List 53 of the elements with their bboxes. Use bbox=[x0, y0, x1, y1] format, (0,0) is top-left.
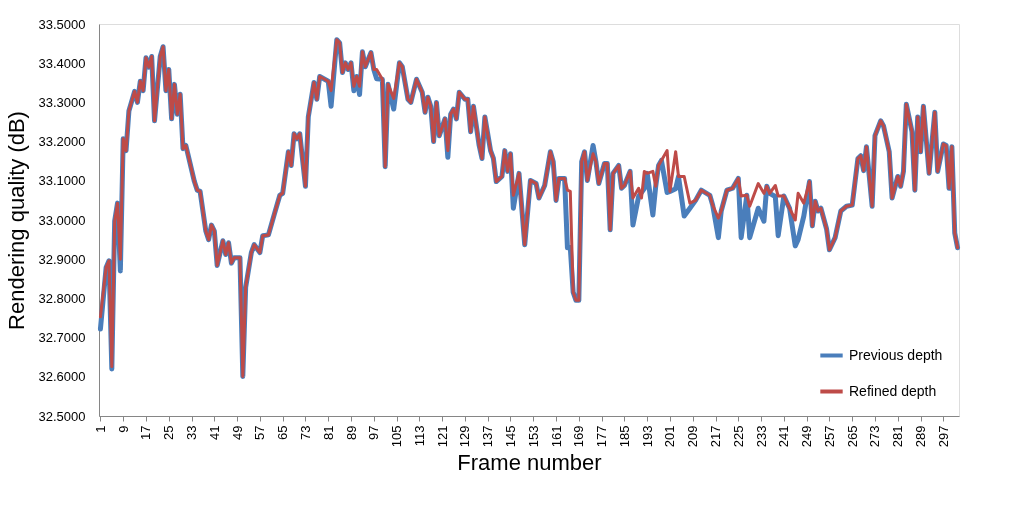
x-tick-label: 169 bbox=[571, 425, 587, 448]
x-axis-title: Frame number bbox=[457, 450, 602, 476]
x-tick-label: 129 bbox=[457, 425, 473, 448]
x-tick-label: 249 bbox=[799, 425, 815, 448]
x-tick-label: 297 bbox=[935, 425, 951, 448]
x-tick-label: 217 bbox=[708, 425, 724, 448]
y-tick-label: 33.3000 bbox=[38, 94, 86, 110]
x-tick-label: 153 bbox=[525, 425, 541, 448]
x-tick-label: 209 bbox=[685, 425, 701, 448]
x-tick-label: 265 bbox=[844, 425, 860, 448]
x-tick-label: 177 bbox=[594, 425, 610, 448]
y-tick-label: 32.6000 bbox=[38, 369, 86, 385]
x-tick-label: 113 bbox=[411, 425, 427, 447]
x-tick-label: 73 bbox=[297, 425, 313, 440]
y-tick-label: 33.2000 bbox=[38, 134, 86, 150]
y-tick-label: 32.8000 bbox=[38, 290, 86, 306]
legend-label: Previous depth bbox=[849, 346, 943, 363]
y-tick-label: 33.1000 bbox=[38, 173, 86, 189]
x-tick-label: 57 bbox=[252, 425, 268, 440]
x-tick-label: 81 bbox=[320, 425, 336, 440]
x-tick-label: 137 bbox=[480, 425, 496, 448]
x-tick-label: 257 bbox=[821, 425, 837, 448]
x-tick-label: 1 bbox=[92, 425, 108, 433]
x-tick-label: 289 bbox=[913, 425, 929, 448]
legend-label: Refined depth bbox=[849, 382, 937, 399]
x-tick-label: 97 bbox=[366, 425, 382, 440]
x-tick-label: 41 bbox=[206, 425, 222, 440]
x-tick-label: 145 bbox=[502, 425, 518, 448]
x-tick-label: 273 bbox=[867, 425, 883, 448]
x-tick-label: 17 bbox=[138, 425, 154, 440]
x-tick-label: 65 bbox=[275, 425, 291, 440]
y-tick-label: 33.5000 bbox=[38, 16, 86, 32]
x-tick-label: 233 bbox=[753, 425, 769, 448]
x-tick-label: 25 bbox=[161, 425, 177, 440]
x-tick-label: 9 bbox=[115, 425, 131, 433]
y-tick-label: 32.5000 bbox=[38, 408, 86, 424]
x-tick-label: 225 bbox=[730, 425, 746, 448]
x-tick-label: 241 bbox=[776, 425, 792, 448]
y-tick-label: 32.7000 bbox=[38, 330, 86, 346]
x-tick-label: 281 bbox=[890, 425, 906, 448]
x-tick-label: 89 bbox=[343, 425, 359, 440]
y-tick-label: 32.9000 bbox=[38, 251, 86, 267]
y-axis-title: Rendering quality (dB) bbox=[3, 111, 29, 330]
x-tick-label: 105 bbox=[389, 425, 405, 448]
x-tick-label: 33 bbox=[184, 425, 200, 440]
x-tick-label: 185 bbox=[616, 425, 632, 448]
x-tick-label: 121 bbox=[434, 425, 450, 448]
y-tick-label: 33.4000 bbox=[38, 55, 86, 71]
y-tick-label: 33.0000 bbox=[38, 212, 86, 228]
x-tick-label: 201 bbox=[662, 425, 678, 448]
x-tick-label: 193 bbox=[639, 425, 655, 448]
x-tick-label: 49 bbox=[229, 425, 245, 440]
x-tick-label: 161 bbox=[548, 425, 564, 448]
